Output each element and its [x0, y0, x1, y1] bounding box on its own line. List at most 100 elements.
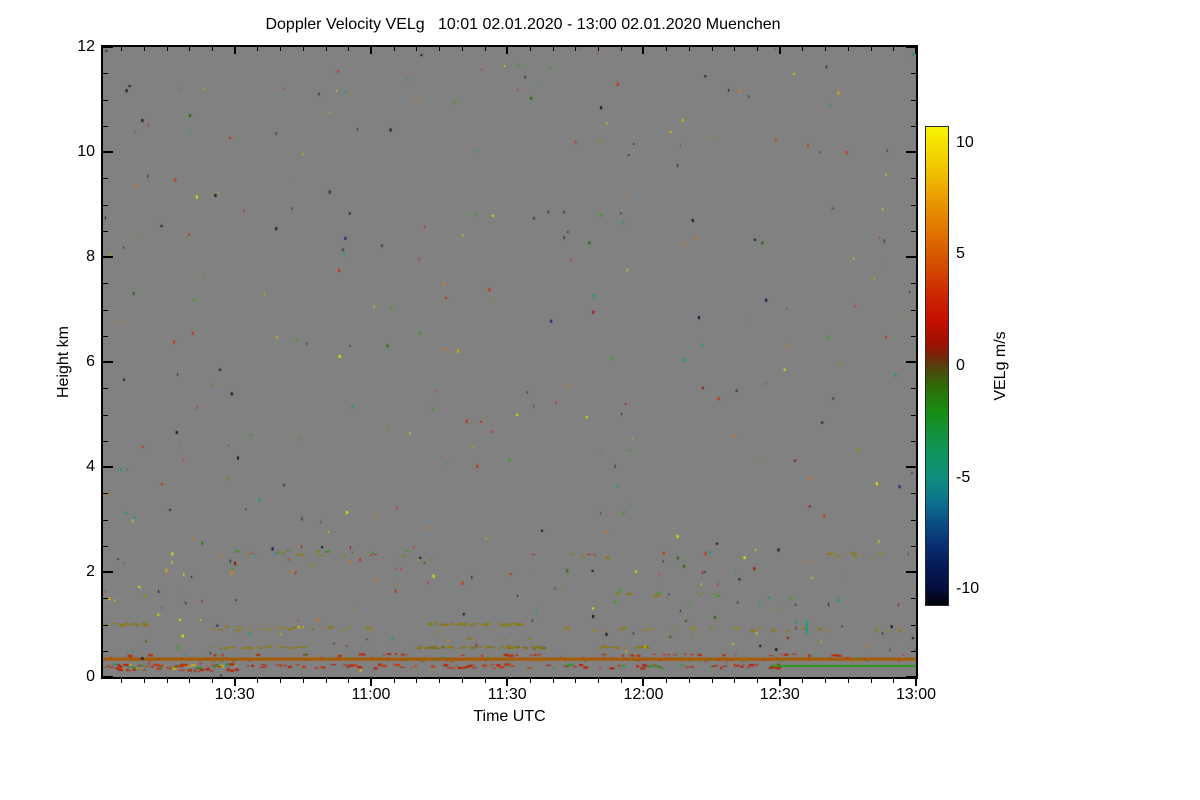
- x-minor-tick-top: [666, 47, 668, 51]
- y-minor-tick: [103, 440, 108, 442]
- y-minor-tick: [103, 73, 108, 75]
- x-minor-tick: [870, 679, 872, 683]
- y-minor-tick: [103, 178, 108, 180]
- y-minor-tick-right: [911, 178, 916, 180]
- y-minor-tick: [103, 99, 108, 101]
- y-minor-tick-right: [911, 493, 916, 495]
- x-minor-tick-top: [257, 47, 259, 51]
- y-major-tick: [103, 466, 113, 468]
- y-minor-tick-right: [911, 204, 916, 206]
- y-minor-tick: [103, 519, 108, 521]
- x-minor-tick: [348, 679, 350, 683]
- y-major-tick: [103, 571, 113, 573]
- colorbar-tick-label: -5: [956, 468, 971, 486]
- x-minor-tick: [620, 679, 622, 683]
- x-minor-tick-top: [121, 47, 123, 51]
- colorbar-tick-label: 5: [956, 245, 965, 263]
- y-minor-tick-right: [911, 519, 916, 521]
- x-minor-tick-top: [870, 47, 872, 51]
- y-tick-label: 2: [86, 563, 95, 580]
- x-minor-tick-top: [461, 47, 463, 51]
- x-minor-tick-top: [189, 47, 191, 51]
- y-minor-tick-right: [911, 598, 916, 600]
- x-tick-label: 13:00: [895, 686, 937, 703]
- colorbar-tick-label: 10: [956, 133, 974, 151]
- y-major-tick: [103, 361, 113, 363]
- y-tick-label: 10: [77, 143, 95, 160]
- x-minor-tick: [711, 679, 713, 683]
- x-major-tick-top: [642, 47, 645, 54]
- x-minor-tick-top: [348, 47, 350, 51]
- x-axis-label: Time UTC: [473, 708, 546, 725]
- y-major-tick-right: [906, 676, 916, 678]
- x-minor-tick-top: [711, 47, 713, 51]
- x-tick-label: 10:30: [214, 686, 255, 703]
- x-minor-tick: [189, 679, 191, 683]
- y-minor-tick: [103, 650, 108, 652]
- x-minor-tick: [802, 679, 804, 683]
- x-minor-tick-top: [280, 47, 282, 51]
- y-major-tick: [103, 151, 113, 153]
- y-major-tick-right: [906, 151, 916, 153]
- x-minor-tick-top: [484, 47, 486, 51]
- plot-area: [101, 45, 918, 679]
- y-major-tick: [103, 676, 113, 678]
- y-minor-tick-right: [911, 388, 916, 390]
- x-tick-label: 11:30: [487, 686, 527, 703]
- y-minor-tick: [103, 204, 108, 206]
- x-minor-tick: [325, 679, 327, 683]
- x-minor-tick-top: [847, 47, 849, 51]
- x-major-tick-top: [369, 47, 372, 54]
- y-minor-tick: [103, 414, 108, 416]
- x-major-tick: [915, 679, 917, 686]
- x-tick-label: 11:00: [351, 686, 391, 703]
- x-minor-tick-top: [598, 47, 600, 51]
- y-minor-tick-right: [911, 230, 916, 232]
- y-major-tick-right: [906, 571, 916, 573]
- x-minor-tick: [552, 679, 554, 683]
- x-minor-tick-top: [212, 47, 213, 51]
- x-minor-tick-top: [734, 47, 736, 51]
- x-major-tick: [506, 679, 509, 686]
- y-minor-tick-right: [911, 650, 916, 652]
- y-minor-tick-right: [911, 335, 916, 337]
- x-minor-tick: [598, 679, 600, 683]
- y-minor-tick-right: [911, 283, 916, 285]
- x-minor-tick: [461, 679, 463, 683]
- y-minor-tick: [103, 598, 108, 600]
- x-minor-tick-top: [552, 47, 554, 51]
- y-major-tick: [103, 256, 113, 258]
- y-major-tick-right: [906, 46, 916, 48]
- y-major-tick-right: [906, 361, 916, 363]
- y-minor-tick-right: [911, 309, 916, 311]
- x-major-tick: [642, 679, 645, 686]
- x-major-tick: [233, 679, 236, 686]
- y-minor-tick-right: [911, 440, 916, 442]
- x-minor-tick: [529, 679, 531, 683]
- x-minor-tick: [847, 679, 849, 683]
- x-minor-tick-top: [688, 47, 690, 51]
- x-minor-tick: [666, 679, 668, 683]
- x-minor-tick: [484, 679, 486, 683]
- y-minor-tick: [103, 388, 108, 390]
- x-minor-tick-top: [802, 47, 804, 51]
- x-major-tick: [369, 679, 372, 686]
- y-minor-tick: [103, 624, 108, 626]
- y-minor-tick: [103, 230, 108, 232]
- y-tick-label: 12: [77, 38, 95, 55]
- x-minor-tick-top: [575, 47, 577, 51]
- x-minor-tick-top: [439, 47, 441, 51]
- y-tick-label: 4: [86, 458, 95, 475]
- x-minor-tick: [688, 679, 690, 683]
- x-minor-tick: [575, 679, 577, 683]
- x-minor-tick-top: [302, 47, 304, 51]
- y-minor-tick: [103, 309, 108, 311]
- x-major-tick-top: [506, 47, 509, 54]
- x-minor-tick: [893, 679, 895, 683]
- x-minor-tick: [757, 679, 759, 683]
- y-major-tick-right: [906, 466, 916, 468]
- y-minor-tick-right: [911, 99, 916, 101]
- y-tick-label: 8: [86, 248, 95, 265]
- y-major-tick: [103, 46, 113, 48]
- y-minor-tick-right: [911, 624, 916, 626]
